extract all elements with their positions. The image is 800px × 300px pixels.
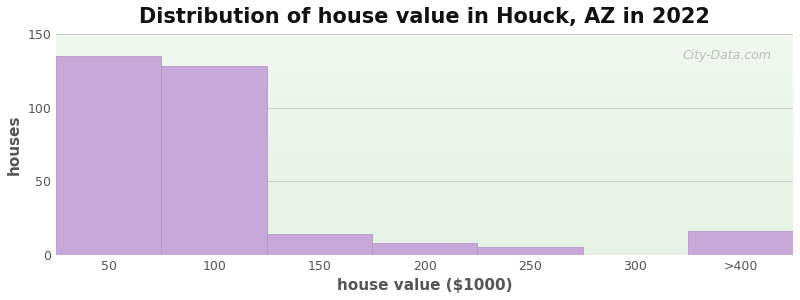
Bar [372, 243, 478, 255]
Bar [162, 66, 266, 255]
Y-axis label: houses: houses [7, 114, 22, 175]
Bar [478, 247, 582, 255]
Bar [56, 56, 162, 255]
Title: Distribution of house value in Houck, AZ in 2022: Distribution of house value in Houck, AZ… [139, 7, 710, 27]
Bar [266, 234, 372, 255]
Bar [688, 231, 793, 255]
Text: City-Data.com: City-Data.com [682, 50, 771, 62]
X-axis label: house value ($1000): house value ($1000) [337, 278, 512, 293]
